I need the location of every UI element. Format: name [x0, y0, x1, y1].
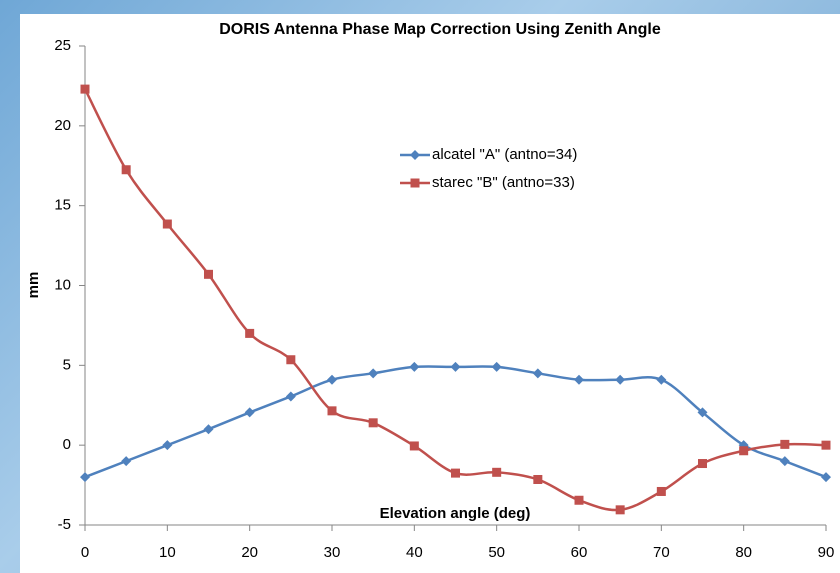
- x-tick-label: 10: [159, 544, 176, 561]
- point: [450, 361, 461, 372]
- point: [244, 407, 255, 418]
- x-tick-label: 0: [81, 544, 89, 561]
- point: [409, 441, 419, 451]
- point: [656, 374, 667, 385]
- point: [368, 368, 379, 379]
- point: [80, 84, 90, 94]
- y-axis-title: mm: [25, 272, 42, 299]
- point: [780, 439, 790, 449]
- point: [491, 361, 502, 372]
- chart-panel: [20, 14, 840, 573]
- x-tick-label: 70: [653, 544, 670, 561]
- point: [121, 165, 131, 175]
- point: [615, 374, 626, 385]
- point: [698, 459, 707, 469]
- point: [121, 456, 132, 467]
- legend-label: starec "B" (antno=33): [432, 174, 575, 191]
- x-tick-label: 60: [571, 544, 588, 561]
- point: [821, 472, 831, 483]
- y-tick-label: 25: [54, 37, 71, 54]
- point: [697, 407, 708, 418]
- y-tick-label: 10: [54, 276, 71, 293]
- legend-label: alcatel "A" (antno=34): [432, 146, 577, 163]
- point: [451, 468, 460, 478]
- point: [615, 505, 625, 515]
- y-tick-label: -5: [58, 516, 71, 533]
- x-tick-label: 20: [241, 544, 258, 561]
- point: [533, 474, 543, 484]
- y-tick-label: 5: [63, 356, 71, 373]
- point: [80, 472, 90, 483]
- point: [656, 486, 666, 496]
- point: [409, 361, 420, 372]
- y-tick-label: 15: [54, 197, 71, 214]
- point: [204, 269, 213, 279]
- point: [368, 418, 378, 428]
- point: [821, 440, 831, 450]
- x-tick-label: 30: [324, 544, 341, 561]
- point: [286, 355, 296, 365]
- x-axis-title: Elevation angle (deg): [380, 505, 531, 522]
- chart-title: DORIS Antenna Phase Map Correction Using…: [219, 21, 661, 38]
- legend-marker: [410, 178, 420, 188]
- point: [779, 456, 790, 467]
- point: [574, 495, 584, 505]
- x-tick-label: 50: [488, 544, 505, 561]
- x-tick-label: 40: [406, 544, 423, 561]
- y-tick-label: 20: [54, 117, 71, 134]
- point: [203, 424, 214, 435]
- point: [532, 368, 543, 379]
- y-tick-label: 0: [63, 436, 71, 453]
- x-tick-label: 80: [735, 544, 752, 561]
- x-tick-label: 90: [818, 544, 835, 561]
- point: [162, 219, 172, 229]
- point: [574, 374, 584, 385]
- point: [739, 446, 749, 456]
- point: [327, 374, 337, 385]
- point: [245, 328, 255, 338]
- point: [327, 406, 337, 416]
- point: [285, 391, 296, 402]
- legend-marker: [410, 150, 420, 160]
- point: [162, 440, 173, 451]
- point: [492, 467, 502, 477]
